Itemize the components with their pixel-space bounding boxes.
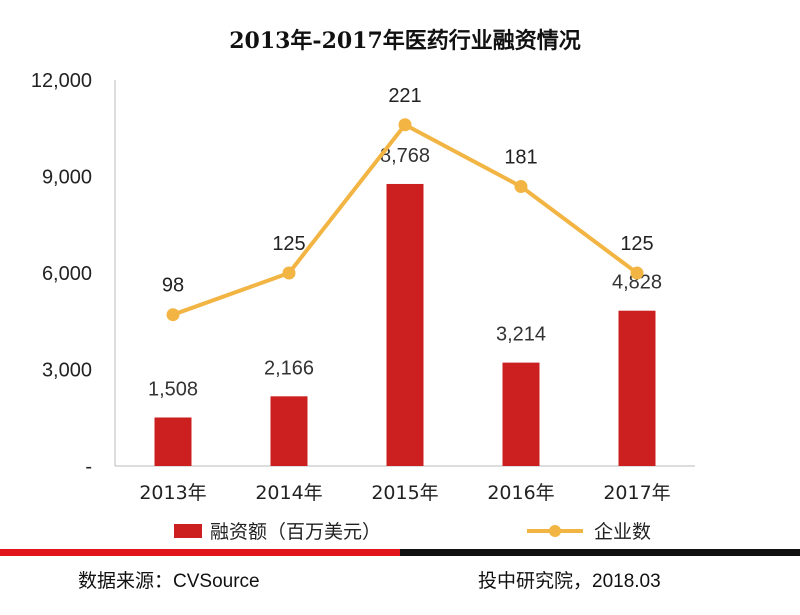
y-axis: - 3,000 6,000 9,000 12,000 xyxy=(31,70,92,478)
legend-bar-label: 融资额（百万美元） xyxy=(210,521,381,543)
bar xyxy=(154,417,192,466)
footer-source: 数据来源：CVSource xyxy=(78,566,260,593)
line-point xyxy=(282,266,296,280)
y-tick-label: 12,000 xyxy=(31,70,92,92)
x-tick-label: 2015年 xyxy=(371,482,438,504)
line-point xyxy=(398,118,412,132)
legend-bar-swatch xyxy=(174,524,202,538)
bar-value-label: 3,214 xyxy=(496,324,546,346)
bar-value-label: 8,768 xyxy=(380,145,430,167)
line-value-label: 98 xyxy=(162,275,184,297)
y-tick-label: - xyxy=(85,456,92,478)
x-tick-label: 2016年 xyxy=(487,482,554,504)
x-tick-label: 2017年 xyxy=(603,482,670,504)
bar xyxy=(618,310,656,466)
line-value-label: 221 xyxy=(388,85,421,107)
legend-line-marker xyxy=(549,525,561,537)
publisher-label: 投中研究院， xyxy=(478,570,593,592)
bar xyxy=(502,362,540,466)
line-point xyxy=(166,308,180,322)
x-tick-label: 2013年 xyxy=(139,482,206,504)
bar-series: 1,508 2,166 8,768 3,214 4,828 xyxy=(148,145,662,467)
chart-title: 2013年-2017年医药行业融资情况 xyxy=(229,28,581,54)
line-series: 98 125 221 181 125 xyxy=(162,85,654,322)
footer-rule xyxy=(0,549,800,556)
line-value-label: 125 xyxy=(620,233,653,255)
y-tick-label: 6,000 xyxy=(42,263,92,285)
bar-value-label: 4,828 xyxy=(612,272,662,294)
line-point xyxy=(514,180,528,194)
line-point xyxy=(630,266,644,280)
footer-publisher: 投中研究院，2018.03 xyxy=(478,566,661,593)
y-tick-label: 3,000 xyxy=(42,360,92,382)
line-value-label: 125 xyxy=(272,233,305,255)
bar-value-label: 1,508 xyxy=(148,378,198,400)
line-value-label: 181 xyxy=(504,147,537,169)
y-tick-label: 9,000 xyxy=(42,167,92,189)
footer-rule-black xyxy=(400,549,800,556)
bar-value-label: 2,166 xyxy=(264,357,314,379)
bar xyxy=(386,183,424,467)
source-label: 数据来源： xyxy=(78,570,174,592)
x-tick-label: 2014年 xyxy=(255,482,322,504)
bar xyxy=(270,396,308,466)
publisher-date: 2018.03 xyxy=(592,571,661,592)
source-value: CVSource xyxy=(173,571,260,592)
combo-chart: 2013年-2017年医药行业融资情况 - 3,000 6,000 9,000 12,0… xyxy=(31,28,695,543)
legend: 融资额（百万美元） 企业数 xyxy=(174,521,651,543)
legend-line-label: 企业数 xyxy=(594,521,651,543)
x-axis: 2013年 2014年 2015年 2016年 2017年 xyxy=(139,482,670,504)
footer-rule-red xyxy=(0,549,400,556)
